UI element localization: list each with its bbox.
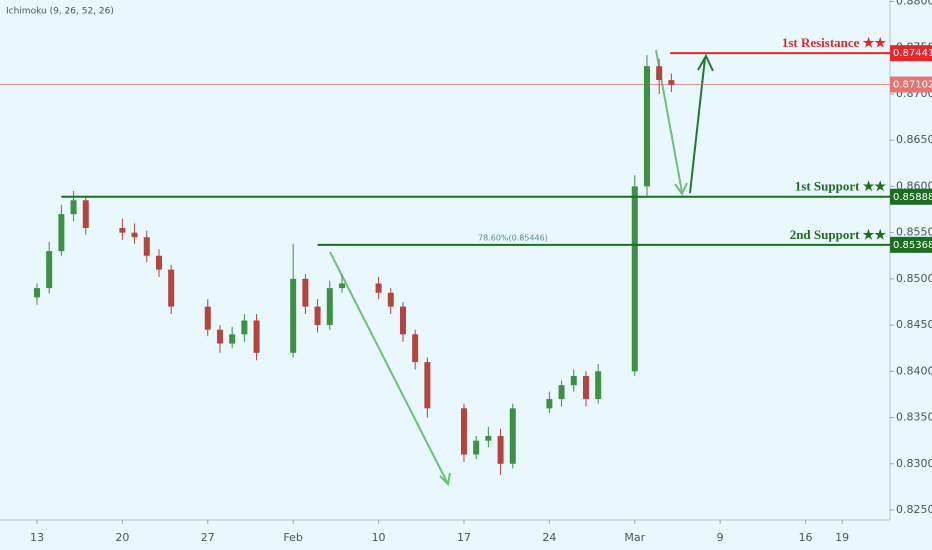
x-tick-label: 13 (30, 531, 44, 544)
candle-body (290, 278, 297, 353)
candle-body (229, 334, 236, 344)
x-tick-label: 10 (372, 531, 386, 544)
candle-body (399, 306, 406, 335)
candle-body (424, 362, 431, 409)
level-name: 1st Resistance ★★ (782, 35, 887, 50)
x-tick-label: Mar (624, 531, 645, 544)
last-price-box (890, 76, 932, 93)
arrow-head (439, 472, 451, 487)
level-price-label: 0.85888 (893, 192, 932, 203)
level-name: 2nd Support ★★ (790, 227, 887, 242)
x-tick-label: 24 (542, 531, 556, 544)
candle-body (558, 385, 565, 400)
x-tick-label: 27 (201, 531, 215, 544)
candle-body (595, 371, 602, 400)
candle-body (119, 228, 126, 233)
candle-body (70, 200, 77, 215)
x-tick-label: 16 (799, 531, 813, 544)
arrow-line (329, 251, 448, 483)
candle-body (168, 269, 175, 307)
level-name: 1st Support ★★ (795, 179, 887, 194)
candle-body (643, 66, 650, 187)
candle-body (204, 306, 211, 330)
candle-body (131, 232, 138, 238)
candle-body (656, 66, 663, 81)
y-tick-label: 0.88000 (896, 0, 932, 7)
arrow-line (689, 57, 706, 194)
candle-body (338, 283, 345, 289)
candle-body (155, 255, 162, 270)
last-price-label: 0.87102 (893, 80, 932, 91)
x-tick-label: Feb (283, 531, 302, 544)
arrow-head (674, 182, 688, 197)
candle-body (485, 436, 492, 441)
candle-body (412, 334, 419, 363)
level-price-label: 0.87441 (893, 48, 932, 59)
x-tick-label: 20 (115, 531, 129, 544)
candle-body (241, 320, 248, 335)
candle-body (509, 408, 516, 464)
candle-body (473, 440, 480, 455)
fib-label: 78.60%(0.85446) (478, 234, 548, 243)
candle-body (582, 375, 589, 400)
candle-body (387, 292, 394, 307)
candle-body (216, 329, 223, 344)
candle-body (58, 214, 65, 252)
candle-body (82, 200, 89, 229)
level-price-box (890, 188, 932, 205)
candle-body (375, 283, 382, 293)
candle-body (460, 408, 467, 455)
indicator-label: Ichimoku (9, 26, 52, 26) (6, 7, 114, 17)
x-tick-label: 17 (457, 531, 471, 544)
candle-body (326, 288, 333, 326)
x-tick-label: 9 (717, 531, 724, 544)
candle-body (46, 251, 53, 289)
candle-body (668, 80, 675, 85)
candle-body (302, 278, 309, 307)
candle-body (497, 436, 504, 464)
x-tick-label: 19 (835, 531, 849, 544)
level-price-label: 0.85368 (893, 240, 932, 251)
candle-body (33, 288, 40, 298)
candle-body (631, 186, 638, 372)
candle-body (314, 306, 321, 326)
candle-body (253, 320, 260, 353)
arrow-head (697, 53, 714, 72)
level-price-box (890, 236, 932, 253)
candle-body (570, 375, 577, 386)
candle-body (546, 399, 553, 409)
candle-body (143, 237, 150, 256)
level-price-box (890, 45, 932, 62)
